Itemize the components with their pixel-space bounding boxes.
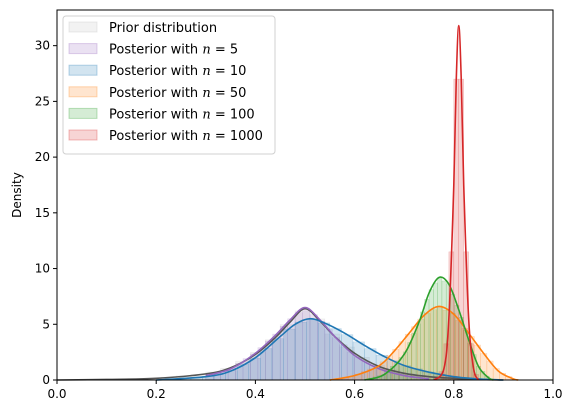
legend-label: Posterior with n = 10 xyxy=(109,64,246,79)
legend-swatch xyxy=(68,107,98,119)
legend-label: Posterior with n = 1000 xyxy=(109,129,263,144)
legend-label: Prior distribution xyxy=(109,21,217,36)
legend-frame xyxy=(62,15,276,155)
histogram-bar xyxy=(433,282,438,381)
legend-swatch xyxy=(68,129,98,141)
histogram-bar xyxy=(294,321,307,381)
x-tick-label: 1.0 xyxy=(543,387,562,401)
y-tick-label: 25 xyxy=(35,94,50,108)
legend-swatch xyxy=(68,43,98,55)
x-tick-label: 0.6 xyxy=(345,387,364,401)
density-lines-layer xyxy=(56,24,519,381)
x-tick-label: 0.2 xyxy=(147,387,166,401)
histogram-bar xyxy=(428,289,434,381)
plot-frame xyxy=(56,9,554,381)
histogram-bar xyxy=(341,334,354,381)
y-tick-label: 0 xyxy=(42,373,50,387)
histogram-bar xyxy=(317,322,331,381)
histogram-bar xyxy=(415,323,421,381)
density-line-series-3 xyxy=(329,305,519,381)
histogram-bar xyxy=(437,277,443,381)
legend-label: Posterior with n = 5 xyxy=(109,43,238,58)
density-line-series-1 xyxy=(205,306,430,380)
legend: Prior distribution Posterior with n = 5 Po… xyxy=(62,15,276,155)
y-tick-label: 5 xyxy=(42,317,50,331)
y-axis: 0 5 10 15 20 25 30 xyxy=(35,39,57,387)
x-tick-label: 0.8 xyxy=(444,387,463,401)
legend-label: Posterior with n = 50 xyxy=(109,86,246,101)
y-tick-label: 15 xyxy=(35,206,50,220)
x-tick-label: 0.4 xyxy=(246,387,265,401)
x-tick-label: 0.0 xyxy=(47,387,66,401)
histogram-bar xyxy=(271,338,284,381)
histogram-bar xyxy=(411,332,417,381)
legend-label: Posterior with n = 100 xyxy=(109,107,255,122)
legend-swatch xyxy=(68,86,98,98)
legend-swatch xyxy=(68,21,98,33)
density-line-series-4 xyxy=(364,276,494,381)
density-line-series-5 xyxy=(433,24,480,381)
y-tick-label: 30 xyxy=(35,39,50,53)
y-tick-label: 10 xyxy=(35,262,50,276)
x-axis: 0.0 0.2 0.4 0.6 0.8 1.0 xyxy=(47,380,563,401)
legend-swatch xyxy=(68,64,98,76)
histogram-bar xyxy=(306,319,319,381)
y-axis-label: Density xyxy=(10,172,24,218)
y-tick-label: 20 xyxy=(35,150,50,164)
histogram-bar xyxy=(283,328,296,381)
